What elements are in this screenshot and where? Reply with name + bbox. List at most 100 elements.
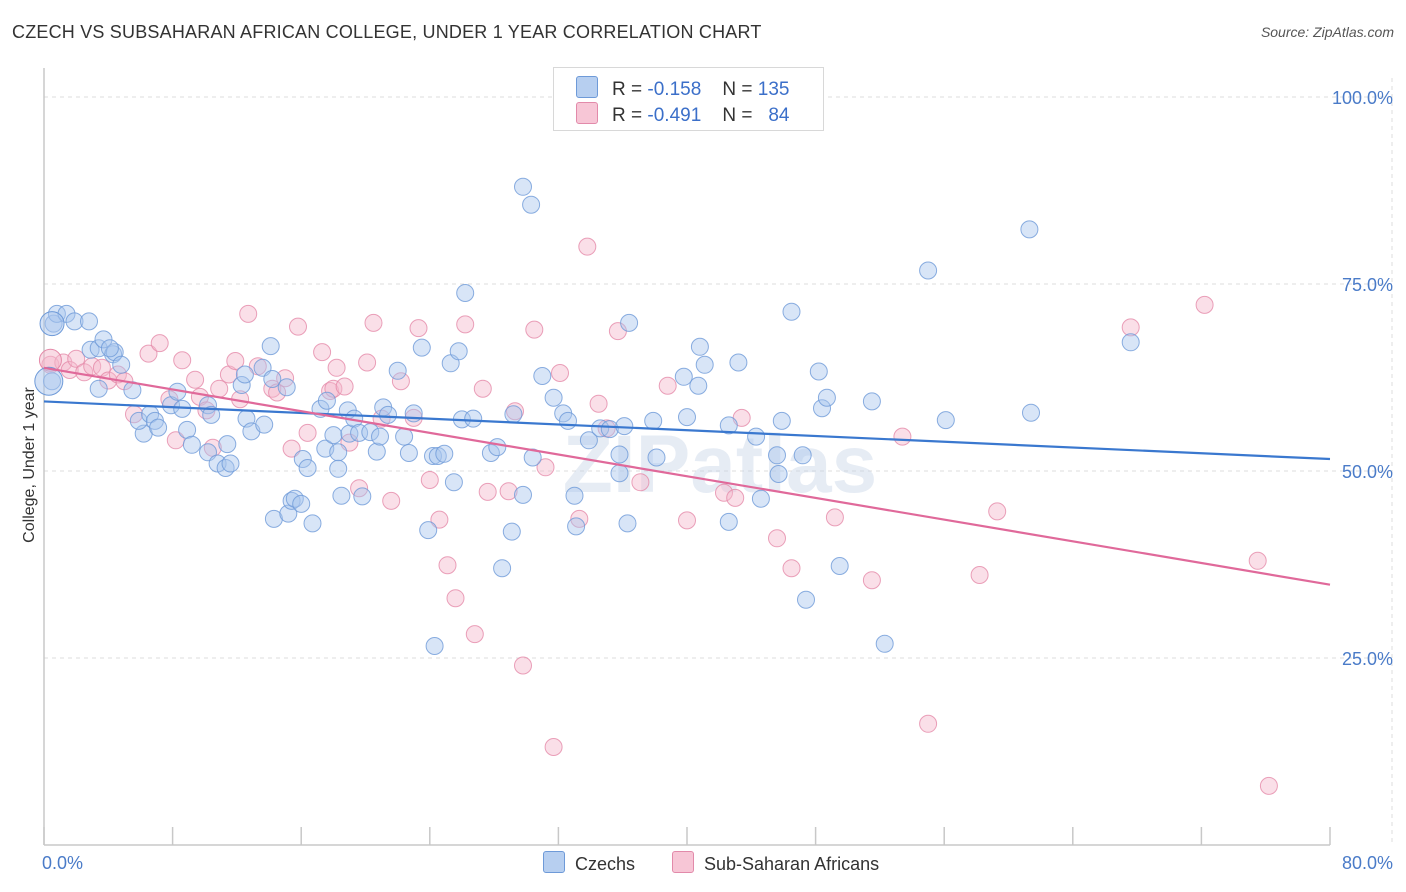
czechs-point xyxy=(875,634,894,653)
czechs-point xyxy=(264,509,283,528)
czechs-point xyxy=(80,312,98,331)
czechs-point xyxy=(782,302,801,321)
r-value: -0.158 xyxy=(647,79,702,100)
sub-saharan-africans-point xyxy=(446,589,465,608)
czechs-point xyxy=(371,427,389,446)
sub-saharan-africans-trend-line xyxy=(43,366,1331,586)
sub-saharan-africans-point xyxy=(544,738,563,756)
sub-saharan-africans-point xyxy=(364,313,383,332)
n-label: N = xyxy=(722,105,753,126)
czechs-point xyxy=(435,444,454,463)
tick-labels: 25.0% 50.0% 75.0% 100.0% 0.0% 80.0% xyxy=(42,88,1393,873)
czechs-point xyxy=(522,195,541,214)
sub-saharan-africans-point xyxy=(210,379,229,398)
czechs-point xyxy=(324,426,343,445)
czechs-point xyxy=(809,362,828,381)
sub-saharan-africans-point xyxy=(321,382,340,400)
x-tick-label: 80.0% xyxy=(1342,853,1393,873)
czechs-swatch xyxy=(576,76,598,98)
czechs-point xyxy=(817,388,836,407)
czechs-point xyxy=(367,442,386,461)
source-credit: Source: ZipAtlas.com xyxy=(1260,24,1394,40)
sub-saharan-africans-point xyxy=(327,358,346,377)
czechs-point xyxy=(182,435,201,454)
legend-item-sub-saharan-africans: Sub-Saharan Africans xyxy=(672,851,879,875)
czechs-point xyxy=(544,388,563,407)
czechs-point xyxy=(1121,333,1140,352)
czechs-point xyxy=(797,590,815,609)
sub-saharan-africans-point xyxy=(862,571,881,590)
czechs-point xyxy=(523,448,542,467)
sub-saharan-africans-point xyxy=(499,482,518,501)
czechs-point xyxy=(317,391,336,410)
czechs-point xyxy=(444,473,463,492)
axes xyxy=(43,68,1331,846)
series-sub-saharan-africans xyxy=(38,237,1278,795)
legend-row-czechs: R = -0.158 N = 135 xyxy=(576,76,789,100)
sub-saharan-africans-point xyxy=(420,471,439,489)
czechs-point xyxy=(830,557,849,575)
czechs-point xyxy=(89,379,108,398)
sub-saharan-africans-point xyxy=(589,394,608,413)
czechs-point xyxy=(419,521,438,540)
sub-saharan-africans-point xyxy=(473,379,492,398)
czechs-point xyxy=(618,514,637,533)
czechs-point xyxy=(235,365,254,384)
czechs-point xyxy=(533,367,552,385)
czechs-point xyxy=(261,337,280,356)
czechs-point xyxy=(1022,403,1040,422)
czechs-point xyxy=(769,465,788,483)
czechs-point xyxy=(514,177,532,196)
sub-saharan-africans-point xyxy=(67,349,86,368)
czechs-point xyxy=(793,446,812,465)
n-value: 84 xyxy=(768,105,790,126)
czechs-point xyxy=(221,454,240,473)
r-value: -0.491 xyxy=(647,105,702,126)
czechs-point xyxy=(399,444,418,462)
sub-saharan-africans-point xyxy=(139,344,158,363)
czechs-point xyxy=(412,338,431,357)
czechs-point xyxy=(747,427,766,446)
czechs-point xyxy=(565,486,584,505)
sub-saharan-africans-point xyxy=(409,319,428,338)
czechs-point xyxy=(218,435,237,454)
legend-label: Czechs xyxy=(575,854,636,874)
y-axis-label: College, Under 1 year xyxy=(21,387,38,543)
sub-saharan-africans-point xyxy=(438,556,457,575)
sub-saharan-africans-point xyxy=(782,559,801,578)
czechs-point xyxy=(502,522,521,541)
czechs-point xyxy=(559,411,577,430)
sub-saharan-africans-point xyxy=(239,304,258,323)
sub-saharan-africans-point xyxy=(465,625,484,644)
r-label: R = xyxy=(612,105,643,126)
czechs-point xyxy=(919,261,938,280)
czechs-point xyxy=(388,361,407,380)
czechs-point xyxy=(644,411,663,430)
czechs-trend-line xyxy=(43,400,1331,461)
czechs-point xyxy=(428,447,447,465)
czechs-point xyxy=(395,427,414,446)
sub-saharan-africans-swatch xyxy=(576,102,598,124)
sub-saharan-africans-point xyxy=(578,237,597,256)
czechs-point xyxy=(504,405,523,424)
sub-saharan-africans-point xyxy=(313,343,332,362)
czechs-point xyxy=(277,378,296,397)
czechs-point xyxy=(129,411,148,430)
sub-saharan-africans-point xyxy=(551,364,569,382)
sub-saharan-africans-point xyxy=(1248,551,1267,570)
czechs-point xyxy=(263,370,282,388)
czechs-point xyxy=(332,486,351,505)
sub-saharan-africans-point xyxy=(150,334,169,353)
trend-lines xyxy=(43,366,1331,586)
y-tick-label: 75.0% xyxy=(1342,275,1393,295)
sub-saharan-africans-point xyxy=(282,439,301,458)
czechs-point xyxy=(202,405,221,424)
sub-saharan-africans-point xyxy=(298,423,317,442)
sub-saharan-africans-point xyxy=(456,315,475,334)
czechs-point xyxy=(751,489,770,508)
sub-saharan-africans-point xyxy=(276,369,295,388)
sub-saharan-africans-point xyxy=(658,376,677,395)
czechs-point xyxy=(719,512,738,531)
czechs-point xyxy=(768,446,786,465)
